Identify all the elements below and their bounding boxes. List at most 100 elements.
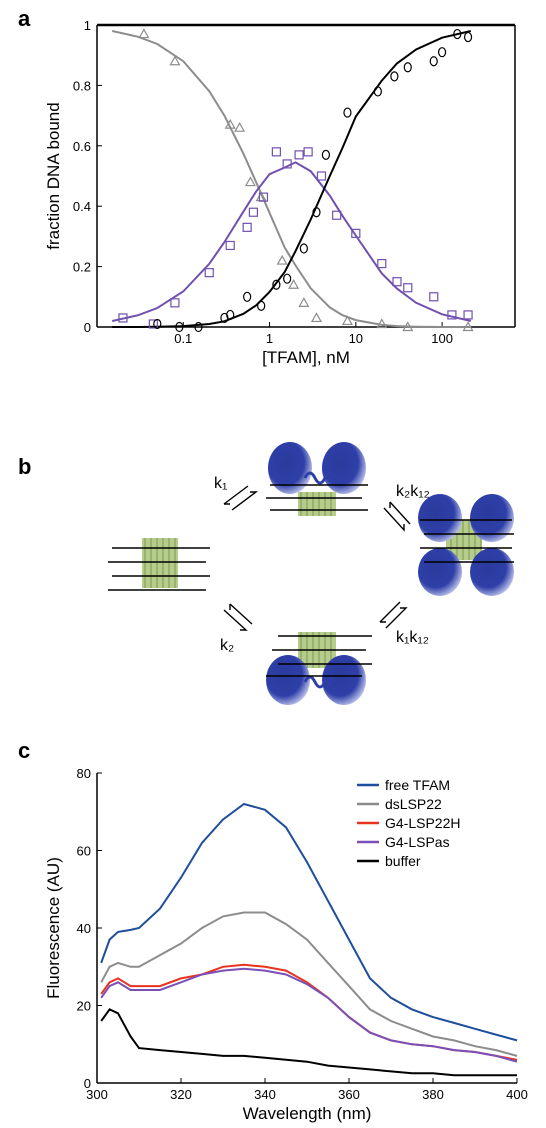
tfam-domain [418,494,462,542]
y-tick-label: 0.2 [73,260,91,275]
point [332,210,342,220]
rate-label: k₁ [214,475,227,492]
panel-label: a [18,6,31,31]
g4-block [142,538,178,588]
legend-label: free TFAM [385,777,450,793]
tfam-domain [322,655,366,705]
fit-curve [111,161,472,322]
y-tick-label: 0 [84,1076,91,1091]
point [312,207,321,218]
point [138,28,150,39]
point [282,159,292,169]
y-tick-label: 0.4 [73,199,91,214]
x-tick-label: 400 [506,1087,528,1102]
y-tick-label: 0.6 [73,139,91,154]
point [294,150,304,160]
legend-label: G4-LSPas [385,834,450,850]
point [373,86,382,97]
panel-label: c [18,738,30,763]
tfam-domain [266,655,310,705]
point [351,228,361,238]
x-tick-label: 10 [349,331,363,346]
x-axis-label: Wavelength (nm) [243,1104,372,1123]
point [343,107,352,118]
point [226,309,235,321]
fit-curve [111,30,471,328]
point [341,315,353,326]
point [403,62,412,73]
legend-label: buffer [385,853,421,869]
g4-block [298,492,336,516]
y-tick-label: 80 [77,766,91,781]
point [310,312,323,323]
fit-curve [112,30,472,328]
point [316,171,327,181]
x-tick-label: 1 [266,331,273,346]
legend-label: G4-LSP22H [385,815,460,831]
point [225,240,235,251]
point [321,149,330,160]
y-tick-label: 40 [77,921,91,936]
series-line [100,802,518,1042]
point [299,243,308,254]
series-line [100,1008,517,1077]
series-line [100,963,518,1061]
point [429,56,438,67]
point [463,31,473,43]
x-tick-label: 340 [254,1087,276,1102]
x-tick-label: 380 [422,1087,444,1102]
point [437,47,447,58]
tfam-domain [418,548,462,596]
equilibrium-arrow [383,501,411,532]
point [170,298,180,308]
point [462,321,474,332]
point [429,292,439,302]
point [234,121,246,132]
point [258,192,269,202]
y-tick-label: 20 [77,999,91,1014]
point [283,273,292,284]
x-axis-label: [TFAM], nM [262,348,350,367]
point [169,55,181,66]
point [403,283,413,293]
x-tick-label: 100 [431,331,453,346]
x-tick-label: 360 [338,1087,360,1102]
point [402,321,414,332]
x-tick-label: 0.1 [174,331,192,346]
point [271,147,281,157]
point [148,319,158,329]
panel-label: b [18,454,31,479]
point [194,321,203,333]
x-tick-label: 320 [170,1087,192,1102]
point [224,118,236,129]
point [276,254,288,265]
tfam-domain [322,442,366,494]
point [390,71,399,82]
point [447,310,457,320]
y-tick-label: 60 [77,844,91,859]
point [463,310,473,320]
point [153,318,162,330]
point [175,321,184,333]
point [244,176,256,187]
y-axis-label: fraction DNA bound [44,102,63,249]
y-tick-label: 0.8 [73,78,91,93]
tfam-domain [470,494,514,542]
rate-label: k₂k₁₂ [396,483,430,500]
tfam-linker [303,675,337,689]
point [204,268,214,278]
tfam-domain [268,442,312,494]
y-tick-label: 1 [84,18,91,33]
point [255,191,267,202]
tfam-linker [303,471,337,485]
point [288,278,300,289]
point [272,279,281,290]
series-line [100,911,518,1057]
point [377,258,387,269]
equilibrium-arrow [223,603,253,631]
legend-label: dsLSP22 [385,796,442,812]
point [453,28,462,40]
equilibrium-arrow [223,485,259,511]
point [257,300,266,311]
